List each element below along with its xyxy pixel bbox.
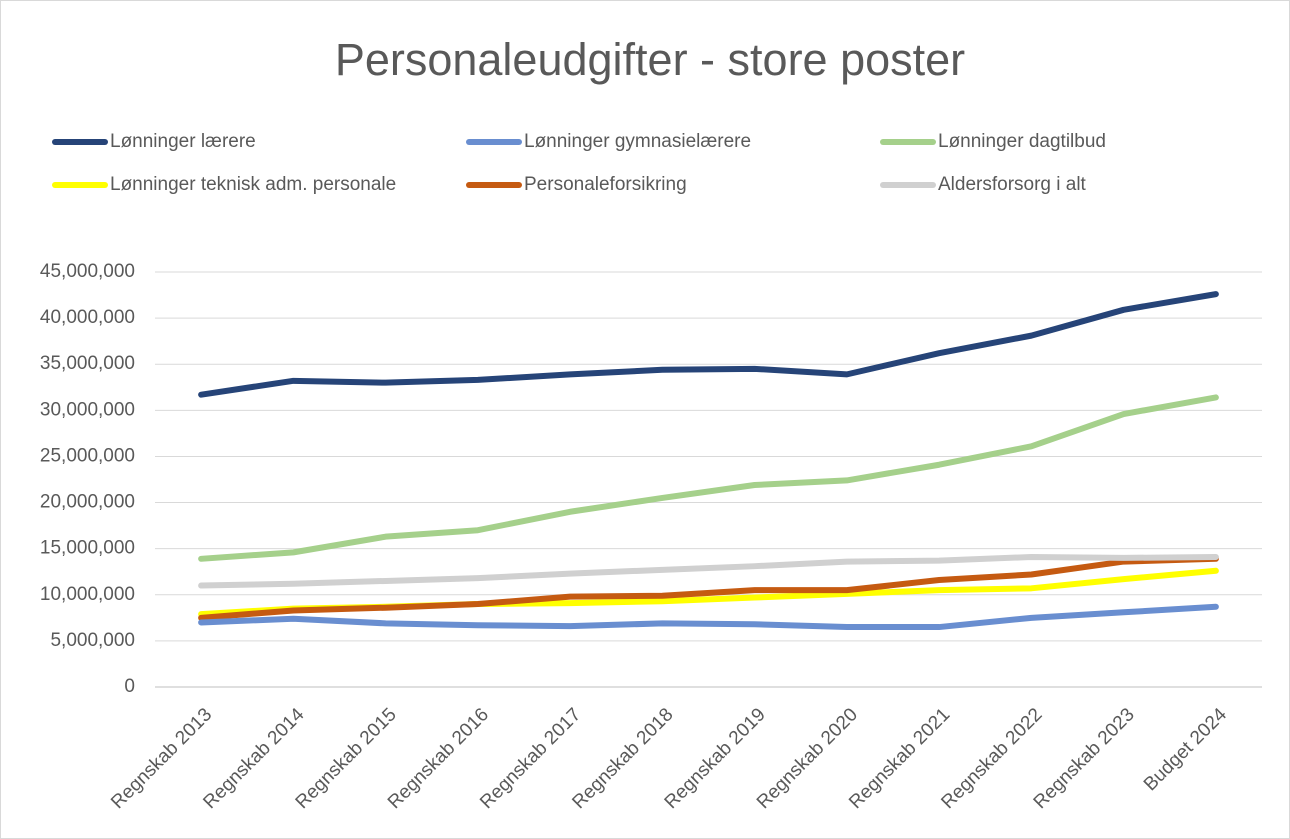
series-line	[198, 553, 1219, 589]
y-tick-label: 45,000,000	[40, 261, 135, 282]
legend-label: Lønninger teknisk adm. personale	[110, 174, 396, 195]
legend-label: Lønninger lærere	[110, 131, 256, 152]
legend-label: Lønninger dagtilbud	[938, 131, 1106, 152]
y-tick-label: 30,000,000	[40, 399, 135, 420]
y-tick-label: 40,000,000	[40, 307, 135, 328]
series-line	[198, 394, 1219, 562]
y-tick-label: 35,000,000	[40, 353, 135, 374]
y-tick-label: 0	[124, 676, 135, 697]
series-line	[198, 603, 1219, 631]
legend-label: Aldersforsorg i alt	[938, 174, 1087, 195]
y-tick-label: 25,000,000	[40, 445, 135, 466]
legend-label: Personaleforsikring	[524, 174, 687, 195]
series-line	[198, 291, 1219, 398]
y-tick-label: 10,000,000	[40, 584, 135, 605]
y-tick-label: 15,000,000	[40, 538, 135, 559]
chart-title: Personaleudgifter - store poster	[335, 34, 965, 85]
series-line	[198, 555, 1219, 621]
y-tick-label: 5,000,000	[50, 630, 135, 651]
legend-label: Lønninger gymnasielærere	[524, 131, 751, 152]
y-tick-label: 20,000,000	[40, 492, 135, 513]
